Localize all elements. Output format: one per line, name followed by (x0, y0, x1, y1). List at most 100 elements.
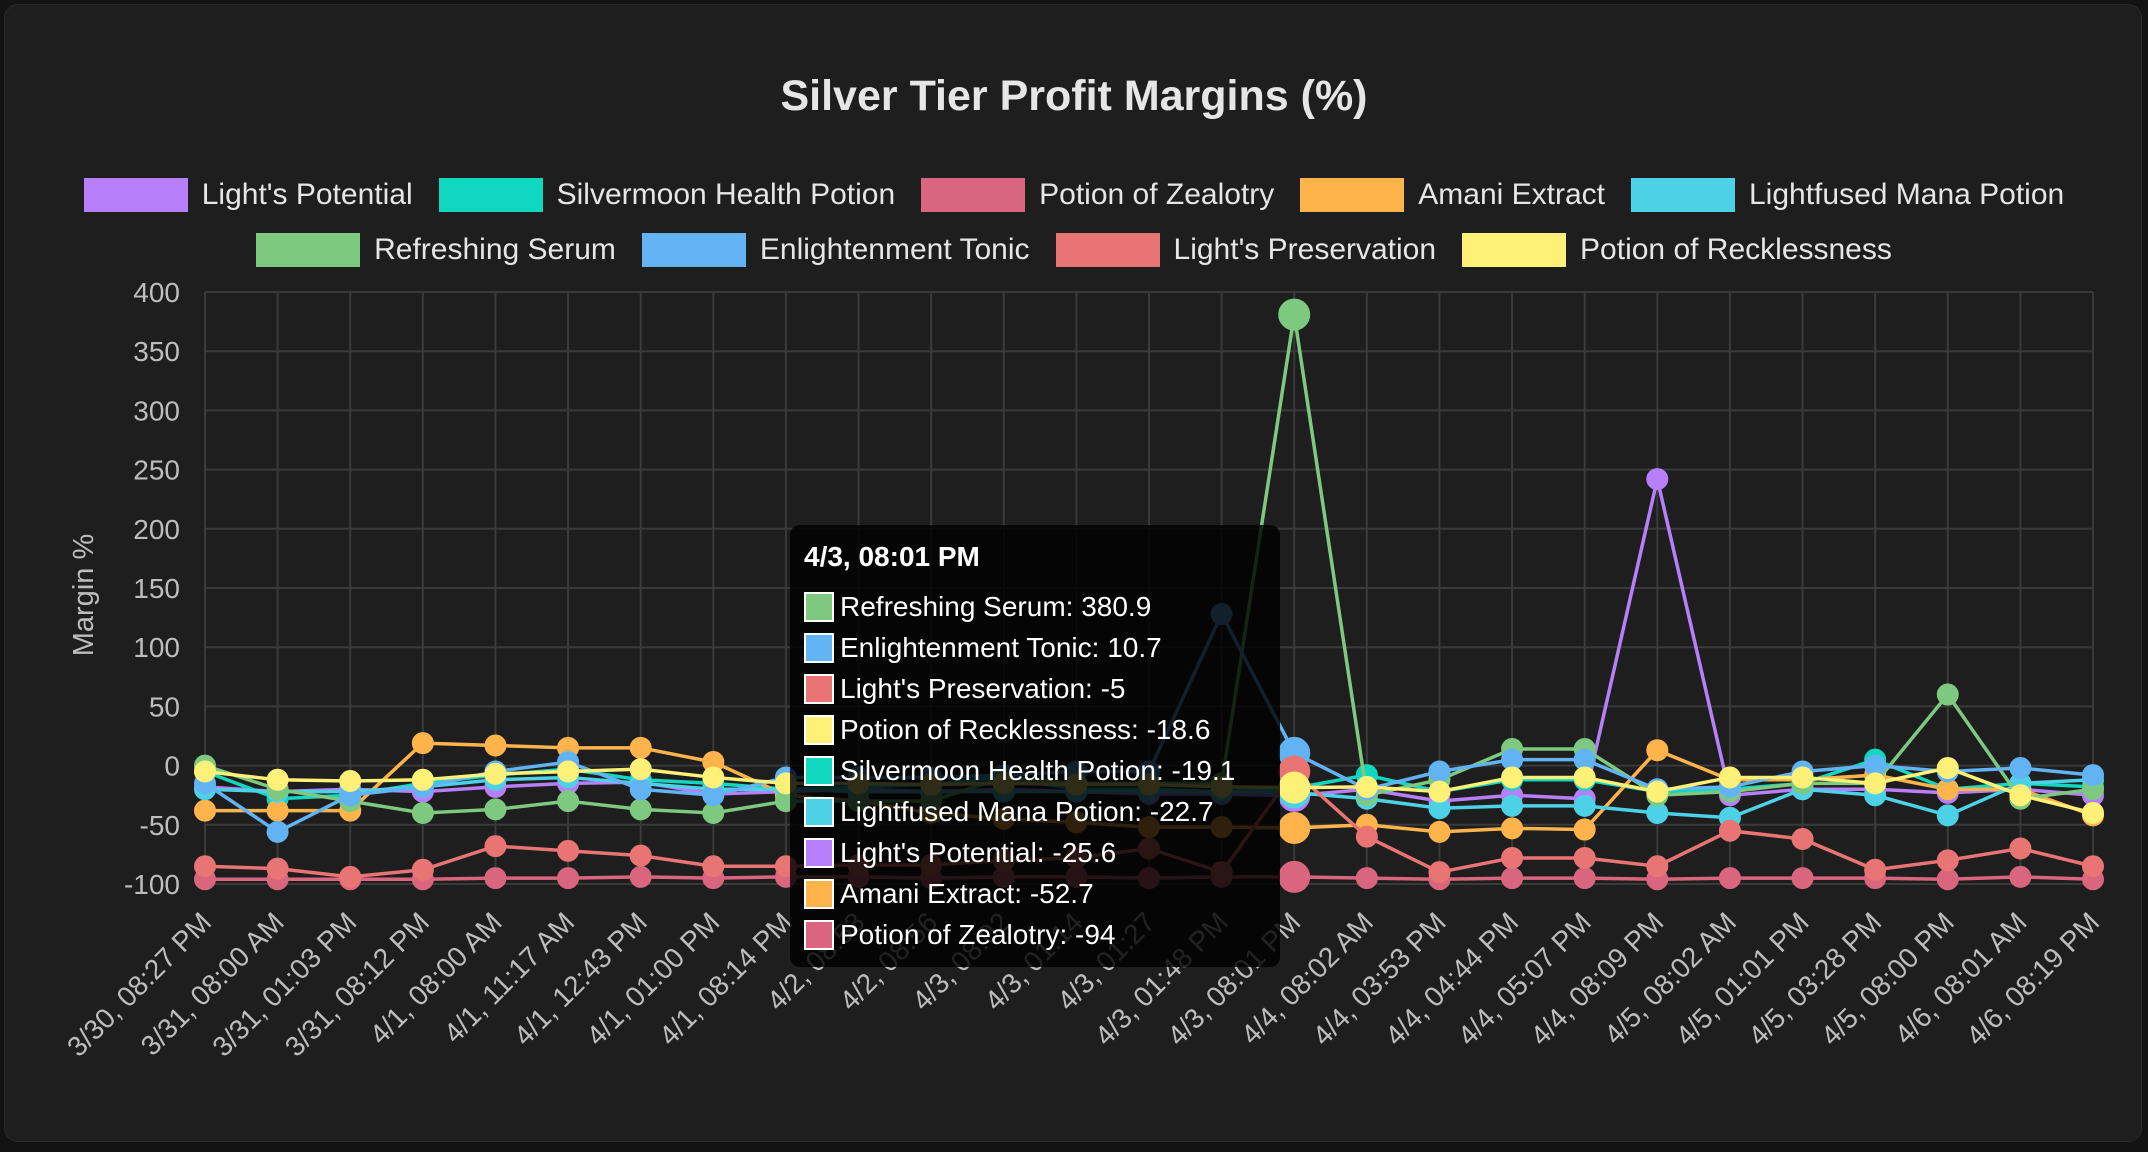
data-point[interactable] (1573, 846, 1596, 869)
data-point[interactable] (484, 762, 507, 785)
data-point[interactable] (1428, 861, 1451, 884)
data-point[interactable] (557, 839, 580, 862)
legend-item[interactable]: Enlightenment Tonic (641, 233, 1030, 267)
legend-item[interactable]: Potion of Zealotry (921, 178, 1274, 212)
data-point[interactable] (1355, 825, 1378, 848)
tooltip-row: Enlightenment Tonic: 10.7 (804, 632, 1162, 664)
data-point[interactable] (2009, 784, 2032, 807)
data-point[interactable] (1573, 766, 1596, 789)
data-point[interactable] (1573, 867, 1596, 890)
data-point[interactable] (1278, 860, 1311, 893)
tooltip-label: Potion of Zealotry: -94 (840, 919, 1116, 950)
legend-item[interactable]: Light's Potential (83, 178, 413, 212)
data-point[interactable] (629, 865, 652, 888)
legend-item[interactable]: Refreshing Serum (256, 233, 616, 267)
tooltip-swatch (804, 920, 834, 950)
data-point[interactable] (1501, 766, 1524, 789)
data-point[interactable] (2009, 865, 2032, 888)
data-point[interactable] (1936, 804, 1959, 827)
data-point[interactable] (339, 769, 362, 792)
data-point[interactable] (1501, 846, 1524, 869)
data-point[interactable] (629, 736, 652, 759)
data-point[interactable] (1501, 867, 1524, 890)
data-point[interactable] (1646, 739, 1669, 762)
tooltip-swatch (804, 879, 834, 909)
data-point[interactable] (1428, 780, 1451, 803)
data-point[interactable] (557, 867, 580, 890)
data-point[interactable] (411, 801, 434, 824)
tooltip-row: Potion of Recklessness: -18.6 (804, 714, 1210, 746)
data-point[interactable] (1428, 760, 1451, 783)
data-point[interactable] (557, 790, 580, 813)
data-point[interactable] (1936, 756, 1959, 779)
data-point[interactable] (2082, 855, 2104, 878)
data-point[interactable] (629, 798, 652, 821)
legend-item[interactable]: Amani Extract (1300, 178, 1605, 212)
data-point[interactable] (1278, 811, 1311, 844)
data-point[interactable] (1936, 849, 1959, 872)
data-point[interactable] (1573, 794, 1596, 817)
data-point[interactable] (702, 766, 725, 789)
data-point[interactable] (194, 799, 216, 822)
data-point[interactable] (1573, 818, 1596, 841)
legend-item[interactable]: Light's Preservation (1055, 233, 1436, 267)
data-point[interactable] (1718, 819, 1741, 842)
data-point[interactable] (1936, 683, 1959, 706)
data-point[interactable] (629, 778, 652, 801)
data-point[interactable] (1501, 817, 1524, 840)
data-point[interactable] (194, 855, 216, 878)
data-point[interactable] (339, 865, 362, 888)
data-point[interactable] (1864, 772, 1887, 795)
tooltip-label: Amani Extract: -52.7 (840, 878, 1094, 909)
data-point[interactable] (194, 760, 216, 783)
legend-item[interactable]: Silvermoon Health Potion (438, 178, 895, 212)
data-point[interactable] (2082, 764, 2104, 787)
data-point[interactable] (629, 758, 652, 781)
data-point[interactable] (411, 858, 434, 881)
data-point[interactable] (1936, 868, 1959, 891)
y-tick-label: 350 (133, 336, 180, 367)
data-point[interactable] (1278, 771, 1311, 804)
data-point[interactable] (702, 855, 725, 878)
data-point[interactable] (1355, 867, 1378, 890)
data-point[interactable] (1646, 780, 1669, 803)
legend-item[interactable]: Lightfused Mana Potion (1631, 178, 2064, 212)
data-point[interactable] (266, 857, 289, 880)
data-point[interactable] (1718, 867, 1741, 890)
data-point[interactable] (1278, 298, 1311, 331)
y-axis: 400 350 300 250 200 150 100 50 0 -50 -100 (124, 277, 180, 900)
y-axis-label: Margin % (68, 534, 100, 657)
data-point[interactable] (557, 760, 580, 783)
data-point[interactable] (1718, 766, 1741, 789)
data-point[interactable] (266, 799, 289, 822)
data-point[interactable] (484, 734, 507, 757)
data-point[interactable] (2009, 837, 2032, 860)
data-point[interactable] (629, 844, 652, 867)
data-point[interactable] (1355, 775, 1378, 798)
data-point[interactable] (411, 768, 434, 791)
data-point[interactable] (1501, 794, 1524, 817)
data-point[interactable] (484, 835, 507, 858)
data-point[interactable] (266, 820, 289, 843)
legend-item[interactable]: Potion of Recklessness (1462, 233, 1892, 267)
data-point[interactable] (484, 867, 507, 890)
tooltip-label: Silvermoon Health Potion: -19.1 (840, 755, 1236, 786)
data-point[interactable] (2009, 756, 2032, 779)
tooltip-label: Potion of Recklessness: -18.6 (840, 714, 1211, 745)
data-point[interactable] (1428, 820, 1451, 843)
data-point[interactable] (1646, 468, 1669, 491)
y-tick-label: 200 (133, 514, 180, 545)
data-point[interactable] (411, 732, 434, 755)
data-point[interactable] (1646, 855, 1669, 878)
tooltip-swatch (804, 633, 834, 663)
y-tick-label: 400 (133, 277, 180, 308)
data-point[interactable] (484, 798, 507, 821)
data-point[interactable] (1791, 828, 1814, 851)
data-point[interactable] (266, 768, 289, 791)
data-point[interactable] (1791, 766, 1814, 789)
data-point[interactable] (1791, 867, 1814, 890)
legend-row-2: Refreshing Serum Enlightenment Tonic Light… (0, 233, 2148, 267)
data-point[interactable] (2082, 801, 2104, 824)
data-point[interactable] (1864, 858, 1887, 881)
legend-label: Potion of Recklessness (1580, 233, 1892, 266)
